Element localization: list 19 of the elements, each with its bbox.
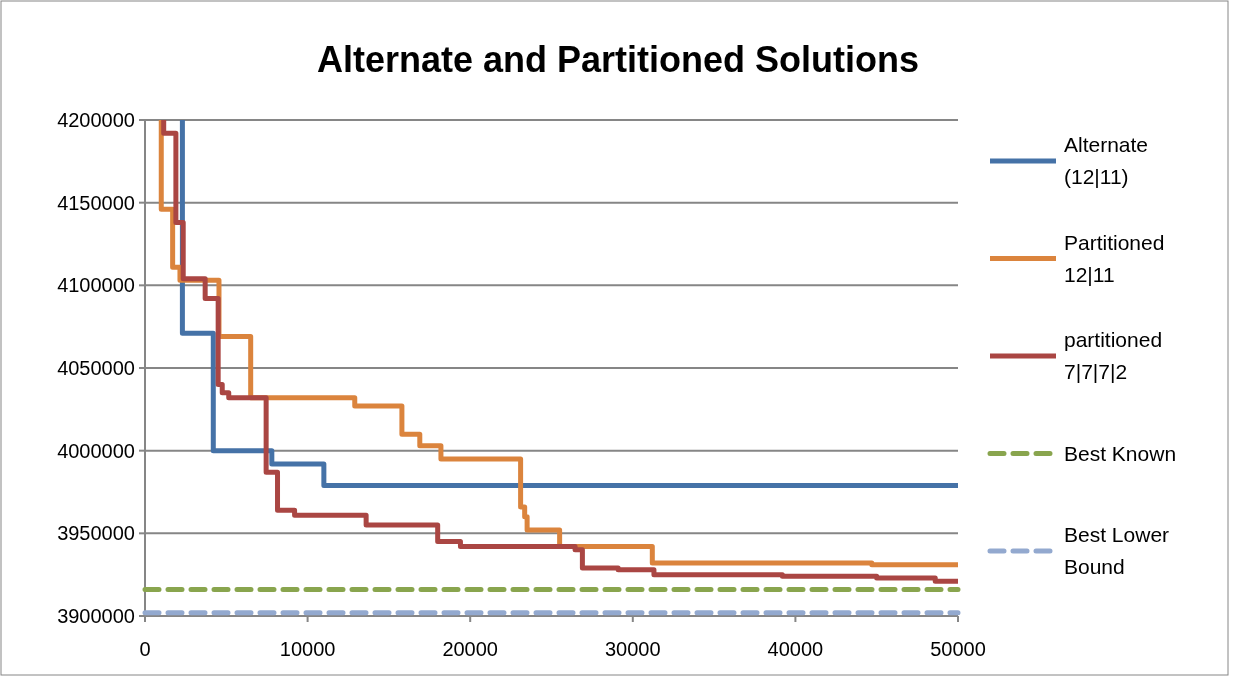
y-tick-label: 3900000 xyxy=(57,605,135,627)
legend-label: partitioned 7|7|7|2 xyxy=(1064,328,1163,384)
legend-label: Partitioned 12|11 xyxy=(1064,230,1165,286)
y-tick-label: 4200000 xyxy=(57,109,135,131)
y-tick-label: 3950000 xyxy=(57,522,135,545)
x-tick-label: 50000 xyxy=(930,638,986,660)
y-tick-label: 4000000 xyxy=(57,439,135,462)
chart-title: Alternate and Partitioned Solutions xyxy=(316,39,920,80)
x-tick-label: 0 xyxy=(139,638,151,660)
y-tick-label: 4100000 xyxy=(57,274,135,297)
legend-label: Best Known xyxy=(1064,441,1177,465)
y-tick-label: 4050000 xyxy=(57,357,135,379)
y-tick-label: 4150000 xyxy=(57,191,135,214)
legend-label: Alternate (12|11) xyxy=(1064,133,1149,189)
x-tick-label: 10000 xyxy=(279,638,336,660)
x-tick-label: 20000 xyxy=(442,638,499,660)
x-tick-label: 30000 xyxy=(604,638,661,660)
legend-label: Best Lower Bound xyxy=(1064,523,1170,579)
x-tick-label: 40000 xyxy=(767,638,824,660)
